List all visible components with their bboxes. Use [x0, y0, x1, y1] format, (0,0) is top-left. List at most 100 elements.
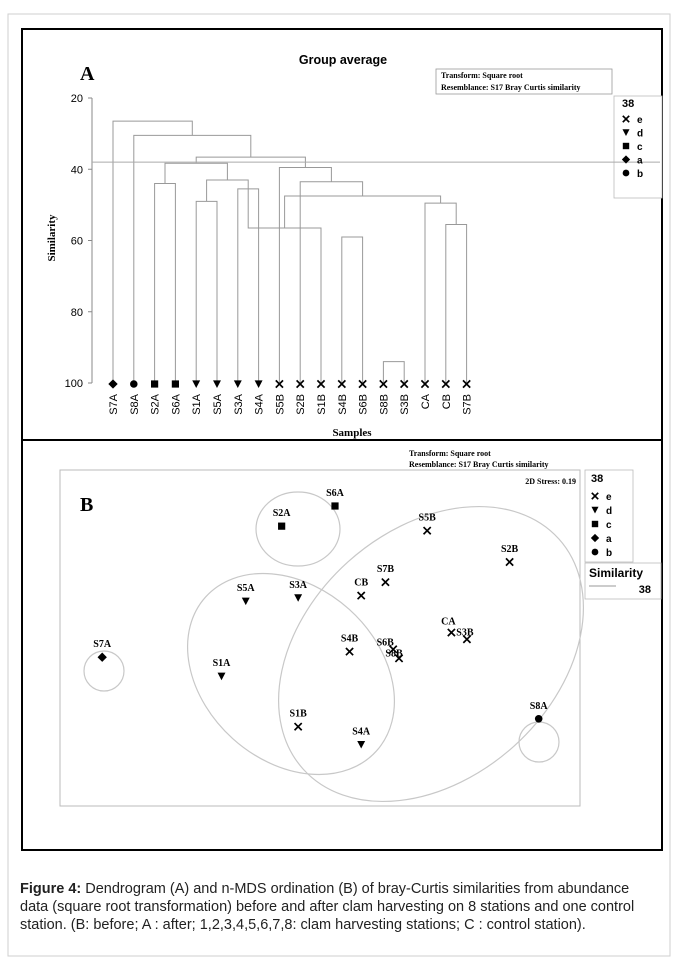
- sample-label: S5B: [274, 394, 286, 415]
- similarity-legend-value: 38: [639, 584, 651, 596]
- sample-label: S3A: [233, 393, 245, 414]
- y-tick-label: 40: [71, 164, 83, 176]
- dendrogram-link: [195, 200, 218, 383]
- legend-label: e: [637, 115, 643, 126]
- point-label: S2B: [501, 544, 519, 555]
- panel-b-frame: [21, 439, 663, 851]
- dendrogram-link: [382, 361, 405, 383]
- panel-a-label: A: [80, 63, 95, 85]
- leaf-marker: [462, 379, 471, 389]
- point-marker: [388, 645, 398, 654]
- point-marker: [278, 522, 286, 530]
- leaf-marker: [275, 379, 284, 389]
- sample-label: S1A: [191, 393, 203, 414]
- leaf-marker: [171, 380, 179, 388]
- info-box-a: [435, 68, 613, 95]
- similarity-legend-box: [584, 562, 662, 600]
- leaf-marker: [337, 379, 347, 389]
- legend-label: b: [606, 548, 612, 559]
- leaf-marker: [151, 380, 159, 388]
- y-tick-label: 20: [71, 93, 83, 105]
- legend-box-b: [584, 469, 634, 563]
- point-label: S5B: [419, 513, 437, 524]
- point-label: S6B: [377, 637, 395, 648]
- point-marker: [294, 594, 303, 602]
- dendrogram-link: [206, 179, 249, 202]
- similarity-legend-title: Similarity: [589, 566, 643, 580]
- point-label: S1A: [213, 658, 232, 669]
- point-label: S7B: [377, 564, 395, 575]
- legend-label: a: [637, 156, 643, 167]
- legend-label: d: [606, 506, 612, 517]
- point-label: CB: [354, 578, 368, 589]
- sample-label: S3B: [399, 394, 411, 415]
- legend-label: e: [606, 492, 612, 503]
- point-marker: [462, 635, 472, 644]
- leaf-marker: [316, 379, 326, 389]
- point-label: S1B: [290, 709, 308, 720]
- info-transform-a: Transform: Square root: [441, 71, 523, 80]
- caption-text: Dendrogram (A) and n-MDS ordination (B) …: [20, 881, 635, 933]
- dendrogram-link: [341, 236, 364, 383]
- dendrogram-link: [278, 166, 332, 383]
- leaf-marker: [379, 379, 388, 389]
- point-label: CA: [441, 617, 456, 628]
- y-tick-label: 60: [71, 236, 83, 248]
- cluster-ellipse: [278, 505, 584, 803]
- legend-box-a: [613, 95, 663, 199]
- leaf-marker: [441, 379, 451, 389]
- sample-label: S6A: [170, 393, 182, 414]
- legend-label: b: [637, 169, 643, 180]
- sample-label: S2A: [150, 393, 162, 414]
- dendrogram-link: [284, 195, 442, 229]
- sample-label: S1B: [316, 394, 328, 415]
- leaf-marker: [254, 380, 263, 388]
- info-resemblance-b: Resemblance: S17 Bray Curtis similarity: [409, 460, 549, 469]
- sample-label: S6B: [358, 394, 370, 415]
- legend-marker: [591, 548, 599, 556]
- sample-label: S4A: [254, 393, 266, 414]
- point-marker: [241, 597, 250, 606]
- point-label: S4B: [341, 634, 359, 645]
- legend-marker: [591, 506, 599, 514]
- point-label: S5A: [237, 583, 256, 594]
- point-marker: [422, 526, 432, 535]
- info-resemblance-a: Resemblance: S17 Bray Curtis similarity: [441, 83, 581, 92]
- legend-label: d: [637, 129, 643, 140]
- leaf-marker: [213, 380, 221, 388]
- dendrogram-link: [299, 181, 364, 383]
- leaf-marker: [399, 379, 409, 389]
- outer-frame: [7, 13, 671, 957]
- dendrogram-plot: 20 40 60 80 100 S7A S8A S2A S6A S1A S5A S3A S4A S5B S2…: [65, 93, 660, 415]
- dendrogram-link: [424, 202, 457, 383]
- legend-marker: [622, 169, 630, 177]
- legend-title-a: 38: [622, 98, 634, 110]
- x-axis-label: Samples: [332, 427, 372, 439]
- legend-marker: [621, 155, 631, 164]
- point-marker: [97, 652, 107, 662]
- point-marker: [534, 715, 543, 723]
- legend-marker: [622, 129, 630, 137]
- point-label: S6A: [326, 488, 345, 499]
- dendrogram-link: [164, 162, 228, 184]
- point-marker: [217, 672, 226, 681]
- figure-caption: Figure 4: Dendrogram (A) and n-MDS ordin…: [20, 880, 660, 934]
- legend-marker: [622, 115, 630, 123]
- info-transform-b: Transform: Square root: [409, 449, 491, 458]
- point-label: S8A: [530, 701, 549, 712]
- leaf-marker: [130, 380, 138, 388]
- legend-marker: [622, 142, 630, 150]
- sample-label: S7A: [108, 393, 120, 414]
- point-marker: [293, 722, 303, 731]
- point-marker: [356, 591, 366, 600]
- y-tick-label: 80: [71, 307, 83, 319]
- leaf-marker: [358, 379, 367, 389]
- sample-label: CB: [441, 394, 453, 409]
- sample-label: CA: [420, 393, 432, 409]
- legend-marker: [591, 520, 599, 528]
- y-axis-label: Similarity: [46, 214, 58, 262]
- caption-label: Figure 4:: [20, 881, 82, 897]
- point-marker: [357, 740, 366, 749]
- point-marker: [381, 577, 390, 587]
